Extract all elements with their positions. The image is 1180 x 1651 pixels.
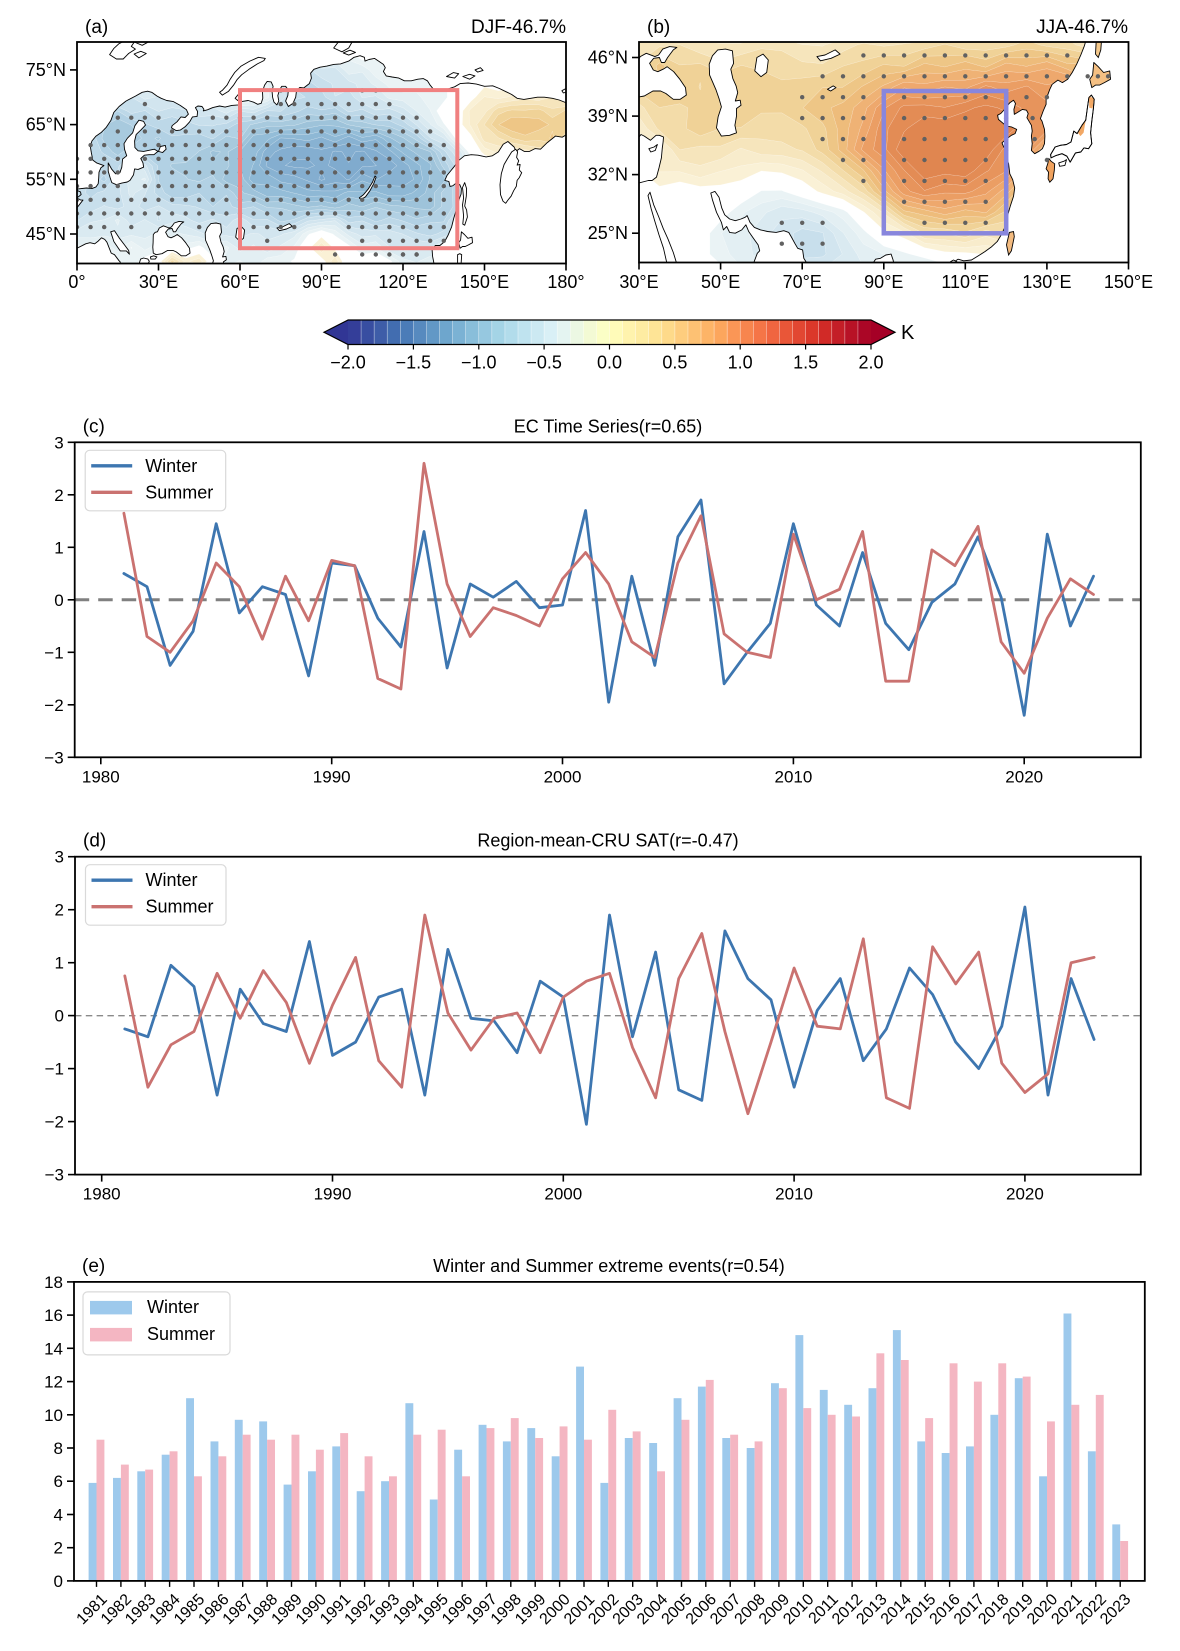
svg-text:60°E: 60°E [220, 272, 259, 292]
svg-text:50°E: 50°E [701, 272, 740, 292]
svg-text:70°E: 70°E [783, 272, 822, 292]
svg-text:0.0: 0.0 [597, 353, 622, 373]
svg-text:0: 0 [54, 591, 63, 610]
svg-text:K: K [901, 322, 915, 344]
svg-text:45°N: 45°N [26, 224, 66, 244]
svg-text:1.0: 1.0 [728, 353, 753, 373]
svg-text:−1.0: −1.0 [461, 353, 497, 373]
svg-text:55°N: 55°N [26, 169, 66, 189]
svg-text:180°: 180° [547, 272, 584, 292]
svg-text:1990: 1990 [313, 767, 351, 786]
svg-text:30°E: 30°E [619, 272, 658, 292]
svg-text:25°N: 25°N [588, 223, 628, 243]
svg-text:32°N: 32°N [588, 165, 628, 185]
svg-text:2010: 2010 [775, 1185, 813, 1204]
svg-text:0°: 0° [68, 272, 85, 292]
svg-text:3: 3 [54, 433, 63, 452]
svg-text:14: 14 [44, 1339, 63, 1358]
svg-text:Region-mean-CRU SAT(r=-0.47): Region-mean-CRU SAT(r=-0.47) [477, 831, 738, 851]
svg-text:Summer: Summer [145, 482, 213, 502]
svg-text:Winter: Winter [145, 456, 197, 476]
svg-text:−2: −2 [44, 696, 63, 715]
svg-text:Summer: Summer [146, 897, 214, 917]
svg-text:2020: 2020 [1005, 767, 1043, 786]
svg-text:3: 3 [55, 848, 64, 867]
svg-text:1980: 1980 [83, 1185, 121, 1204]
svg-text:(d): (d) [83, 831, 106, 852]
svg-text:EC Time Series(r=0.65): EC Time Series(r=0.65) [514, 416, 703, 436]
svg-text:10: 10 [44, 1406, 63, 1425]
svg-text:110°E: 110°E [941, 272, 989, 292]
svg-text:−1: −1 [45, 1060, 64, 1079]
svg-text:Winter: Winter [147, 1297, 199, 1317]
svg-text:30°E: 30°E [139, 272, 178, 292]
svg-text:1.5: 1.5 [793, 353, 818, 373]
svg-text:130°E: 130°E [1022, 272, 1071, 292]
svg-text:2: 2 [54, 486, 63, 505]
svg-text:−3: −3 [45, 1166, 64, 1185]
svg-text:2.0: 2.0 [858, 353, 883, 373]
svg-text:150°E: 150°E [1104, 272, 1153, 292]
svg-text:2000: 2000 [544, 1185, 582, 1204]
svg-text:2: 2 [55, 901, 64, 920]
svg-text:6: 6 [54, 1472, 63, 1491]
svg-text:Summer: Summer [147, 1324, 215, 1344]
svg-text:DJF-46.7%: DJF-46.7% [471, 17, 566, 38]
svg-text:−1.5: −1.5 [396, 353, 432, 373]
svg-text:0: 0 [55, 1007, 64, 1026]
svg-text:16: 16 [44, 1306, 63, 1325]
svg-text:(e): (e) [82, 1256, 105, 1277]
svg-text:1980: 1980 [82, 767, 120, 786]
svg-text:0.5: 0.5 [662, 353, 687, 373]
svg-text:1990: 1990 [314, 1185, 352, 1204]
svg-text:JJA-46.7%: JJA-46.7% [1036, 17, 1128, 38]
svg-text:0: 0 [54, 1572, 63, 1591]
svg-text:4: 4 [54, 1506, 63, 1525]
svg-text:−2.0: −2.0 [330, 353, 366, 373]
svg-text:12: 12 [44, 1373, 63, 1392]
svg-text:Winter: Winter [146, 870, 198, 890]
svg-text:−3: −3 [44, 748, 63, 767]
svg-text:46°N: 46°N [588, 48, 628, 68]
svg-text:120°E: 120°E [378, 272, 427, 292]
svg-text:39°N: 39°N [588, 106, 628, 126]
svg-text:65°N: 65°N [26, 115, 66, 135]
svg-text:90°E: 90°E [302, 272, 341, 292]
svg-text:(a): (a) [85, 17, 108, 38]
svg-text:75°N: 75°N [26, 60, 66, 80]
svg-text:−2: −2 [45, 1113, 64, 1132]
svg-text:18: 18 [44, 1273, 63, 1292]
svg-text:2: 2 [54, 1539, 63, 1558]
svg-text:90°E: 90°E [864, 272, 903, 292]
svg-text:150°E: 150°E [460, 272, 509, 292]
svg-text:8: 8 [54, 1439, 63, 1458]
svg-text:1: 1 [55, 954, 64, 973]
svg-text:1: 1 [54, 538, 63, 557]
svg-text:2010: 2010 [774, 767, 812, 786]
svg-text:(c): (c) [83, 416, 105, 437]
svg-text:2000: 2000 [544, 767, 582, 786]
svg-text:−1: −1 [44, 643, 63, 662]
svg-text:Winter and Summer extreme even: Winter and Summer extreme events(r=0.54) [433, 1256, 785, 1276]
svg-text:−0.5: −0.5 [526, 353, 562, 373]
svg-text:(b): (b) [647, 17, 670, 38]
svg-text:2020: 2020 [1006, 1185, 1044, 1204]
